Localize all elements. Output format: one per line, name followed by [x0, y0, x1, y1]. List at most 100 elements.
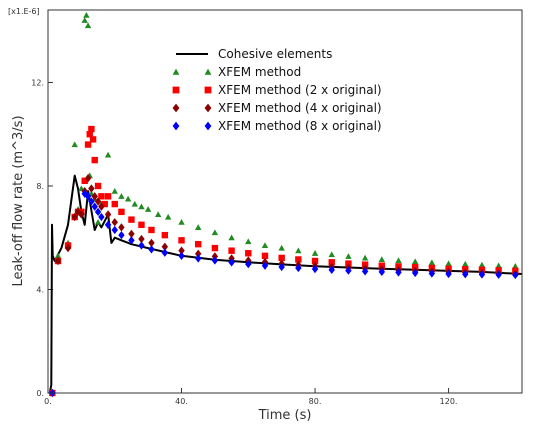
data-point — [91, 192, 98, 201]
data-point — [81, 17, 88, 23]
data-point — [81, 189, 88, 198]
data-point — [495, 270, 502, 279]
data-point — [111, 187, 118, 194]
data-point — [328, 251, 335, 258]
data-point — [211, 229, 219, 236]
data-point — [94, 207, 102, 217]
legend-item: XFEM method — [172, 65, 301, 79]
legend-label: Cohesive elements — [218, 47, 332, 61]
data-point — [278, 262, 285, 272]
data-point — [128, 229, 135, 239]
data-point — [118, 208, 125, 216]
data-point — [81, 177, 88, 184]
data-point — [462, 260, 469, 267]
data-point — [462, 270, 469, 279]
data-point — [245, 250, 252, 257]
data-point — [395, 268, 402, 277]
data-point — [118, 230, 125, 240]
data-point — [512, 270, 519, 280]
data-point — [395, 257, 402, 264]
data-point — [124, 195, 132, 202]
data-point — [84, 192, 92, 201]
data-point — [478, 261, 486, 268]
data-point — [128, 216, 135, 223]
data-point — [88, 184, 95, 193]
data-point — [428, 259, 436, 266]
data-point — [428, 269, 436, 278]
legend-item: XFEM method (2 x original) — [172, 83, 382, 97]
series-0 — [48, 174, 523, 394]
data-point — [495, 262, 502, 269]
data-point — [295, 263, 302, 273]
data-point — [378, 267, 386, 277]
legend-swatch-marker — [204, 86, 212, 94]
data-point — [261, 261, 269, 270]
legend-item: XFEM method (4 x original) — [172, 101, 382, 115]
data-point — [104, 210, 112, 219]
data-point — [512, 262, 519, 269]
data-point — [361, 267, 369, 276]
legend-swatch-marker — [204, 121, 212, 131]
data-point — [111, 218, 118, 227]
data-point — [71, 141, 78, 148]
x-tick-label: 40. — [175, 397, 188, 406]
x-axis-label: Time (s) — [258, 408, 312, 423]
y-axis-label: Leak-off flow rate (m^3/s) — [11, 115, 26, 286]
data-point — [94, 182, 102, 190]
data-point — [78, 210, 85, 219]
series-4 — [49, 189, 519, 398]
data-point — [91, 202, 98, 211]
data-point — [131, 200, 138, 207]
data-point — [411, 258, 419, 265]
data-point — [74, 207, 82, 217]
legend-label: XFEM method (2 x original) — [218, 83, 382, 97]
data-point — [195, 224, 202, 230]
data-point — [84, 141, 92, 148]
data-point — [211, 244, 219, 252]
data-point — [84, 22, 92, 29]
data-point — [64, 243, 72, 253]
data-point — [445, 260, 452, 267]
data-point — [138, 221, 145, 228]
data-point — [54, 256, 62, 266]
data-point — [94, 197, 102, 206]
data-point — [378, 256, 386, 263]
data-point — [178, 246, 185, 255]
data-point — [98, 202, 105, 211]
data-point — [195, 254, 202, 263]
data-point — [138, 241, 145, 250]
data-point — [361, 254, 369, 261]
data-point — [148, 226, 155, 234]
data-point — [88, 125, 95, 133]
data-point — [211, 256, 219, 265]
data-point — [261, 242, 269, 249]
axis-multiplier-label: [x1.E-6] — [8, 7, 40, 16]
tick-layer: 0. 40. 80. 120. 0. 4. 8. 12. — [31, 78, 457, 406]
data-point — [54, 252, 62, 259]
data-point — [118, 223, 125, 232]
y-tick-label: 8. — [36, 182, 44, 191]
y-tick-label: 0. — [36, 389, 44, 398]
data-point — [98, 212, 105, 222]
data-point — [83, 11, 90, 18]
data-point — [178, 219, 185, 225]
data-point — [154, 211, 162, 217]
legend-swatch-marker — [172, 86, 180, 94]
data-point — [104, 193, 112, 200]
data-point — [311, 250, 319, 256]
data-point — [278, 254, 285, 262]
data-point — [261, 252, 269, 260]
y-tick-label: 12. — [31, 78, 44, 87]
series-line-cohesive — [48, 174, 523, 394]
data-point — [161, 231, 169, 239]
data-point — [178, 251, 185, 261]
data-point — [98, 193, 105, 200]
legend-swatch-marker — [172, 68, 180, 75]
data-point — [104, 151, 112, 158]
data-point — [138, 234, 145, 244]
data-point — [161, 248, 169, 257]
plot-frame — [47, 9, 523, 394]
data-point — [228, 234, 235, 241]
data-point — [311, 257, 319, 265]
